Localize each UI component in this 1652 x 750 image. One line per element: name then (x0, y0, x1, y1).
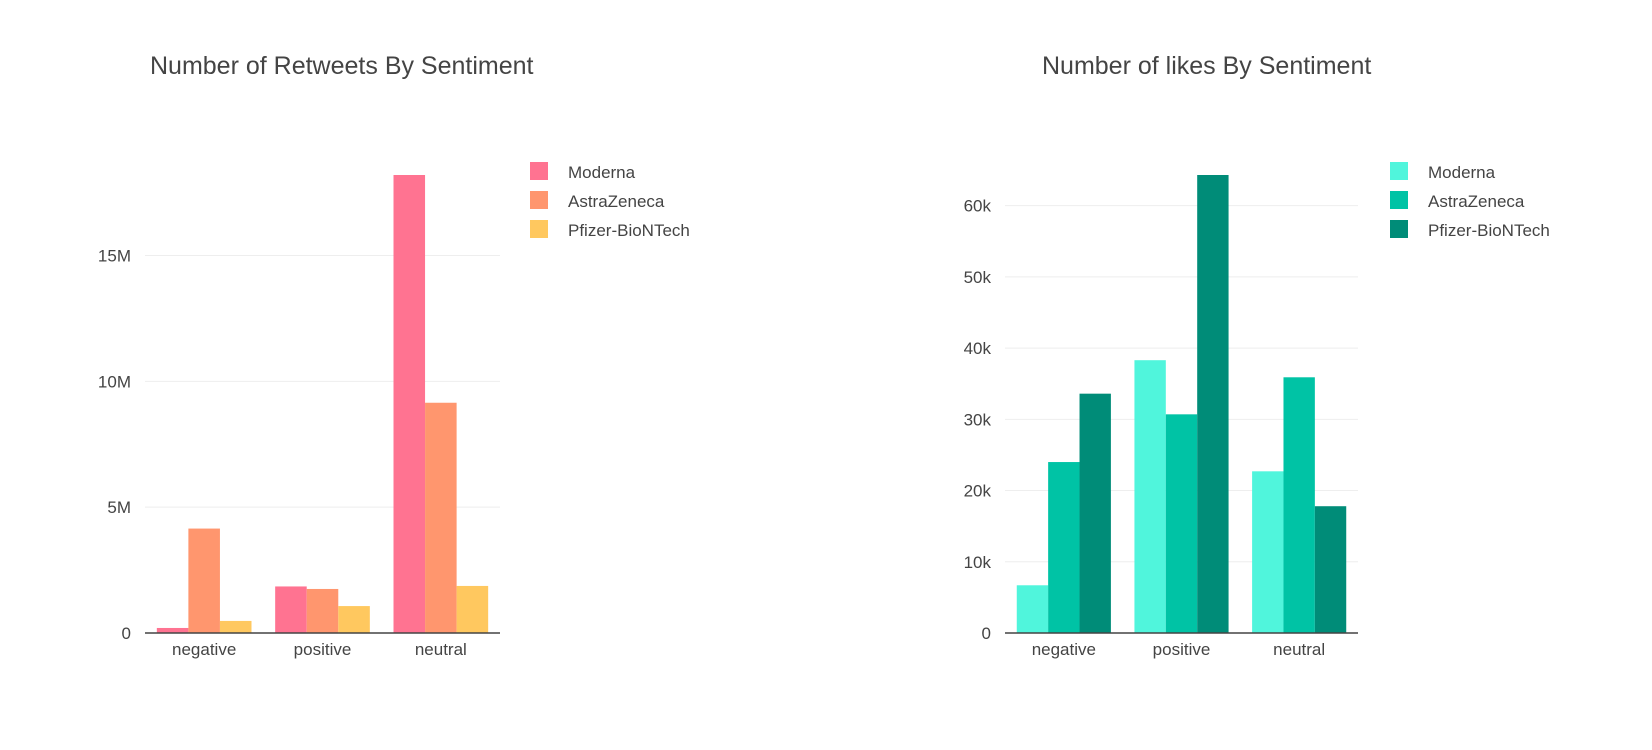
y-tick-label: 40k (964, 339, 992, 358)
y-tick-label: 15M (98, 247, 131, 266)
bar-astrazeneca-neutral[interactable] (1283, 377, 1315, 633)
legend-swatch-moderna[interactable] (1390, 162, 1408, 180)
bar-astrazeneca-negative[interactable] (188, 528, 220, 633)
legend-label[interactable]: Moderna (568, 163, 636, 182)
bar-pfizer-biontech-positive[interactable] (1197, 175, 1229, 633)
bar-moderna-neutral[interactable] (393, 175, 426, 633)
bar-astrazeneca-negative[interactable] (1048, 462, 1080, 633)
y-tick-label: 10M (98, 372, 131, 391)
bar-astrazeneca-positive[interactable] (306, 588, 339, 633)
likes-chart: Number of likes By Sentiment 0 10k 20k 30k 4… (964, 52, 1550, 659)
legend-label[interactable]: AstraZeneca (1428, 192, 1525, 211)
y-tick-label: 60k (964, 197, 992, 216)
y-tick-labels: 0 5M 10M 15M (98, 247, 131, 643)
bars (156, 175, 489, 633)
y-tick-label: 20k (964, 482, 992, 501)
bar-moderna-negative[interactable] (156, 627, 189, 633)
bar-pfizer-biontech-neutral[interactable] (456, 585, 489, 633)
x-tick-label: positive (1153, 640, 1211, 659)
legend-label[interactable]: Moderna (1428, 163, 1496, 182)
bar-moderna-neutral[interactable] (1252, 471, 1284, 633)
legend-label[interactable]: Pfizer-BioNTech (568, 221, 690, 240)
bar-astrazeneca-neutral[interactable] (425, 402, 457, 633)
x-tick-label: negative (172, 640, 236, 659)
chart-title: Number of Retweets By Sentiment (150, 52, 534, 80)
legend-swatch-moderna[interactable] (530, 162, 548, 180)
y-tick-label: 50k (964, 268, 992, 287)
legend-swatch-pfizer-biontech[interactable] (1390, 220, 1408, 238)
legend: Moderna AstraZeneca Pfizer-BioNTech (1390, 162, 1550, 240)
legend-swatch-pfizer-biontech[interactable] (530, 220, 548, 238)
x-tick-labels: negative positive neutral (172, 640, 467, 659)
legend-label[interactable]: AstraZeneca (568, 192, 665, 211)
bar-astrazeneca-positive[interactable] (1165, 414, 1198, 633)
legend-label[interactable]: Pfizer-BioNTech (1428, 221, 1550, 240)
retweets-chart: Number of Retweets By Sentiment 0 5M 10M 15… (98, 52, 690, 659)
x-tick-label: negative (1032, 640, 1096, 659)
y-tick-labels: 0 10k 20k 30k 40k 50k 60k (964, 197, 992, 643)
x-tick-labels: negative positive neutral (1032, 640, 1325, 659)
y-tick-label: 5M (107, 498, 131, 517)
y-tick-label: 0 (982, 624, 991, 643)
x-tick-label: positive (294, 640, 352, 659)
x-tick-label: neutral (1273, 640, 1325, 659)
legend-swatch-astrazeneca[interactable] (530, 191, 548, 209)
bars (1016, 175, 1347, 633)
bar-pfizer-biontech-positive[interactable] (338, 606, 370, 633)
y-tick-label: 30k (964, 410, 992, 429)
x-tick-label: neutral (415, 640, 467, 659)
chart-title: Number of likes By Sentiment (1042, 52, 1371, 80)
y-tick-label: 10k (964, 553, 992, 572)
bar-pfizer-biontech-negative[interactable] (219, 620, 252, 633)
bar-pfizer-biontech-negative[interactable] (1079, 393, 1111, 633)
bar-moderna-positive[interactable] (1134, 360, 1166, 633)
legend-swatch-astrazeneca[interactable] (1390, 191, 1408, 209)
y-tick-label: 0 (122, 624, 131, 643)
bar-pfizer-biontech-neutral[interactable] (1314, 506, 1347, 633)
bar-moderna-negative[interactable] (1016, 585, 1049, 633)
bar-moderna-positive[interactable] (275, 586, 307, 633)
legend: Moderna AstraZeneca Pfizer-BioNTech (530, 162, 690, 240)
